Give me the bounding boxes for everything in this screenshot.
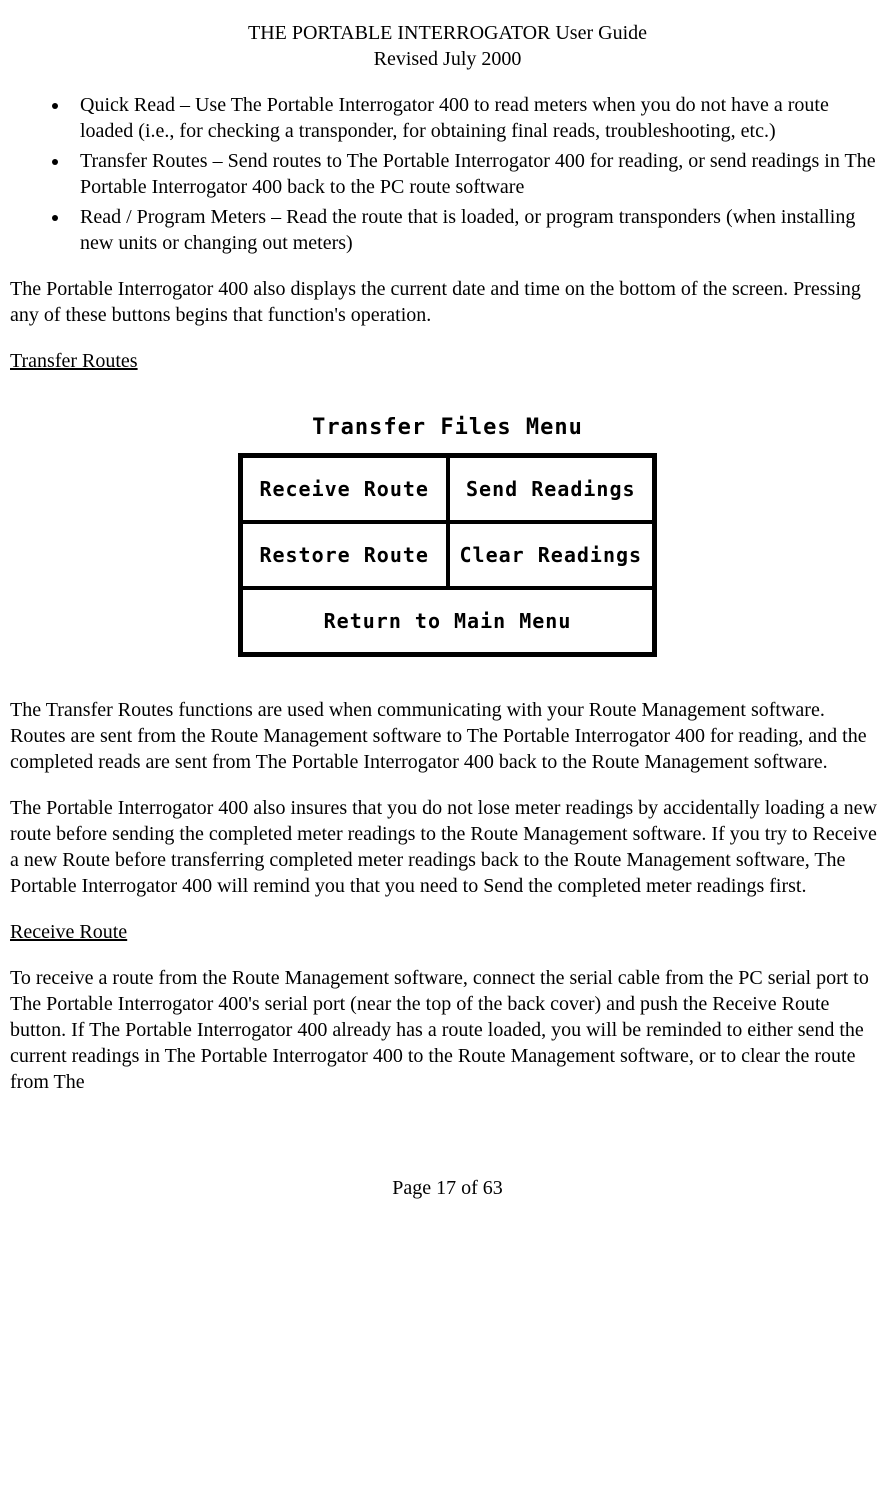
bullet-transfer-routes: Transfer Routes – Send routes to The Por… — [70, 148, 885, 200]
revision-date: Revised July 2000 — [10, 46, 885, 72]
menu-grid: Receive Route Send Readings Restore Rout… — [238, 453, 657, 657]
menu-button-clear-readings: Clear Readings — [448, 522, 655, 588]
paragraph-transfer-routes-desc: The Transfer Routes functions are used w… — [10, 697, 885, 775]
transfer-files-menu-figure: Transfer Files Menu Receive Route Send R… — [10, 414, 885, 657]
page-header: THE PORTABLE INTERROGATOR User Guide Rev… — [10, 20, 885, 72]
paragraph-datetime-info: The Portable Interrogator 400 also displ… — [10, 276, 885, 328]
paragraph-receive-route-desc: To receive a route from the Route Manage… — [10, 965, 885, 1095]
bullet-read-program-meters: Read / Program Meters – Read the route t… — [70, 204, 885, 256]
menu-button-send-readings: Send Readings — [448, 456, 655, 522]
bullet-quick-read: Quick Read – Use The Portable Interrogat… — [70, 92, 885, 144]
page-footer: Page 17 of 63 — [10, 1175, 885, 1201]
menu-button-return-main: Return to Main Menu — [241, 588, 654, 654]
feature-bullet-list: Quick Read – Use The Portable Interrogat… — [10, 92, 885, 256]
menu-button-restore-route: Restore Route — [241, 522, 448, 588]
paragraph-safeguard-desc: The Portable Interrogator 400 also insur… — [10, 795, 885, 899]
section-title-transfer-routes: Transfer Routes — [10, 348, 885, 374]
document-title: THE PORTABLE INTERROGATOR User Guide — [10, 20, 885, 46]
menu-button-receive-route: Receive Route — [241, 456, 448, 522]
menu-title: Transfer Files Menu — [238, 414, 657, 443]
section-title-receive-route: Receive Route — [10, 919, 885, 945]
